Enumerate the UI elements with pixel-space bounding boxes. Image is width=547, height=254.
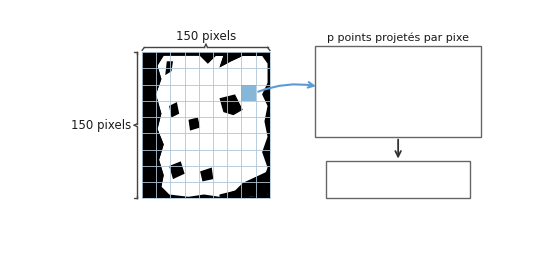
Bar — [315, 46, 481, 137]
Polygon shape — [169, 102, 179, 118]
Polygon shape — [219, 171, 267, 197]
Polygon shape — [200, 54, 267, 68]
Polygon shape — [200, 168, 213, 181]
Text: p3: p3 — [338, 72, 351, 82]
Bar — [142, 52, 270, 198]
Polygon shape — [156, 56, 267, 197]
Text: pp: pp — [423, 104, 437, 114]
Text: 150 pixels: 150 pixels — [176, 30, 236, 43]
Polygon shape — [143, 54, 169, 195]
Bar — [241, 85, 255, 101]
Text: 1 point par pixel :: 1 point par pixel : — [349, 169, 447, 179]
Text: p2 (x2,v2,z2): p2 (x2,v2,z2) — [392, 72, 461, 82]
Polygon shape — [169, 161, 185, 179]
Text: pk avec z = z max: pk avec z = z max — [347, 183, 450, 193]
Text: p1 (x1,y1,z1): p1 (x1,y1,z1) — [324, 55, 393, 65]
Bar — [327, 161, 470, 198]
Text: 150 pixels: 150 pixels — [71, 119, 131, 132]
Text: pk (xk,yk,zmax): pk (xk,yk,zmax) — [324, 89, 417, 99]
Text: p points projetés par pixe: p points projetés par pixe — [327, 32, 469, 43]
Text: p6: p6 — [338, 104, 351, 114]
Text: p4: p4 — [458, 89, 472, 99]
Text: p5: p5 — [464, 55, 478, 65]
Polygon shape — [189, 118, 200, 131]
Polygon shape — [219, 94, 243, 115]
Polygon shape — [165, 61, 173, 75]
